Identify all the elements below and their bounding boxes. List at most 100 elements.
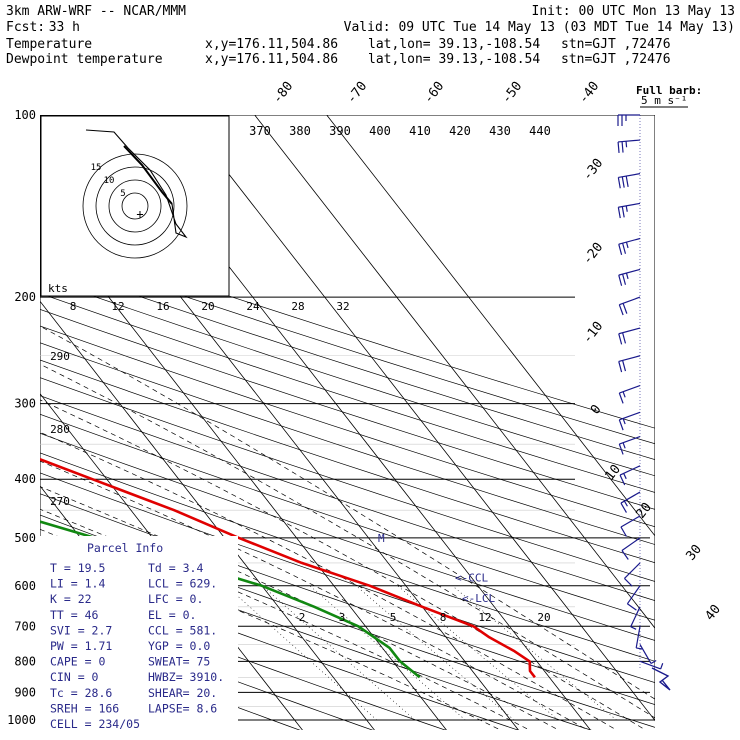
mixing-ratio-label: 12 (478, 611, 491, 624)
parcel-info-left: SVI = 2.7 (50, 623, 112, 637)
wind-barb-flag (618, 392, 624, 404)
mixing-ratio-line (355, 585, 515, 721)
hodograph-speed-tick: 24 (246, 300, 260, 313)
wind-barb-flag (621, 206, 625, 218)
wind-barb-staff (618, 237, 641, 245)
moist-adiabat (40, 325, 655, 700)
wind-barb-flag (622, 303, 628, 314)
hodograph-ring (121, 192, 149, 220)
pressure-tick-label: 100 (14, 108, 36, 122)
wind-barb-flag (620, 526, 627, 537)
theta-label: 370 (249, 124, 271, 138)
parcel-info-right: YGP = 0.0 (148, 639, 210, 653)
wind-barb (630, 606, 641, 630)
wind-barb-flag (618, 443, 624, 455)
wind-barb-staff (618, 139, 641, 143)
wind-barb-flag (617, 177, 621, 189)
theta-label: 390 (329, 124, 351, 138)
mixing-ratio-line (309, 585, 466, 721)
wind-barb-flag (622, 442, 626, 449)
dry-adiabat (40, 293, 655, 493)
parcel-info-background (40, 536, 238, 730)
wind-barb-flag (617, 207, 621, 219)
parcel-info-right: SWEAT= 75 (148, 655, 210, 669)
wind-barb-staff (618, 327, 641, 335)
legend-dewpoint-latlon: lat,lon= 39.13,-108.54 (368, 52, 540, 67)
isotherm-line (0, 115, 17, 733)
dry-adiabat (40, 472, 655, 684)
wind-barb-flag (660, 663, 664, 670)
wind-barb-flag (622, 391, 626, 398)
legend-dewpoint-xy: x,y=176.11,504.86 (205, 52, 338, 67)
parcel-info-right: LCL = 629. (148, 577, 217, 591)
parcel-info-left: CAPE = 0 (50, 655, 105, 669)
wind-barb (619, 465, 641, 486)
hodograph-ring-label: 5 (120, 189, 125, 199)
wind-barb-flag (618, 274, 623, 286)
mixing-ratio-label: 2 (299, 611, 306, 624)
wind-barb (617, 114, 640, 126)
wind-barb-flag (622, 360, 627, 372)
wind-barb (617, 139, 641, 153)
legend-temperature-xy: x,y=176.11,504.86 (205, 37, 338, 52)
marker-label: <-LCL (462, 592, 495, 605)
dry-adiabat (40, 582, 447, 730)
wind-barb-flag (625, 205, 628, 212)
hodograph-frame (40, 115, 230, 297)
wind-barb-flag (621, 176, 625, 188)
theta-label: 400 (369, 124, 391, 138)
wind-barb-flag (622, 273, 627, 285)
wind-barb-staff (619, 384, 641, 394)
wind-barb-flag (627, 603, 637, 611)
wind-barb (639, 644, 657, 664)
pressure-tick-label: 900 (14, 685, 36, 699)
theta-label: 420 (449, 124, 471, 138)
isotherm-line (40, 300, 375, 730)
wind-barb (635, 626, 643, 650)
isotherm-line (254, 115, 655, 629)
wind-barb (626, 585, 641, 611)
parcel-info-right: CCL = 581. (148, 623, 217, 637)
wind-barb-flag (621, 141, 624, 153)
wind-barb-staff (619, 411, 641, 421)
wind-barb-staff (626, 585, 641, 605)
legend-temperature-name: Temperature (6, 37, 92, 52)
parcel-info-left: K = 22 (50, 592, 92, 606)
marker-label: <-CCL (455, 571, 488, 584)
theta-label: 430 (489, 124, 511, 138)
wind-barb-flag (650, 659, 657, 664)
hodograph-ring (82, 153, 188, 259)
mixing-ratio-line (452, 585, 617, 721)
parcel-info-right: Td = 3.4 (148, 561, 203, 575)
wind-barb (618, 327, 641, 345)
hodograph-trace-outer (85, 129, 188, 239)
dry-adiabat (40, 493, 655, 706)
wind-barb-flag (618, 244, 623, 255)
legend-temperature-latlon: lat,lon= 39.13,-108.54 (368, 37, 540, 52)
wind-barb-flag (624, 578, 633, 587)
parcel-info-left: TT = 46 (50, 608, 99, 622)
wind-barb-staff (619, 435, 641, 445)
mixing-ratio-line (397, 585, 559, 721)
wind-barb-staff (639, 660, 661, 670)
wind-barb-flag (625, 141, 628, 148)
header-fcst-value: 33 h (49, 20, 80, 35)
hodograph-ring (95, 166, 175, 246)
wind-barb (621, 537, 641, 560)
header-fcst-label: Fcst: (6, 20, 45, 35)
pressure-tick-label: 700 (14, 619, 36, 633)
moist-adiabat (40, 363, 655, 719)
mixing-ratio-label: 8 (440, 611, 447, 624)
parcel-info-right: HWBZ= 3910. (148, 670, 224, 684)
wind-barb (618, 384, 641, 404)
isotherm-line (326, 115, 655, 537)
wind-barb-staff (618, 355, 641, 363)
hodograph-ring-label: 15 (91, 163, 102, 173)
theta-label: 410 (409, 124, 431, 138)
wind-barb (618, 435, 641, 455)
header-model: 3km ARW-WRF -- NCAR/MMM (6, 4, 186, 19)
wind-barb-staff (624, 562, 641, 579)
wind-barb (618, 296, 641, 316)
mixing-ratio-line (226, 585, 377, 721)
dry-adiabat (40, 452, 655, 662)
